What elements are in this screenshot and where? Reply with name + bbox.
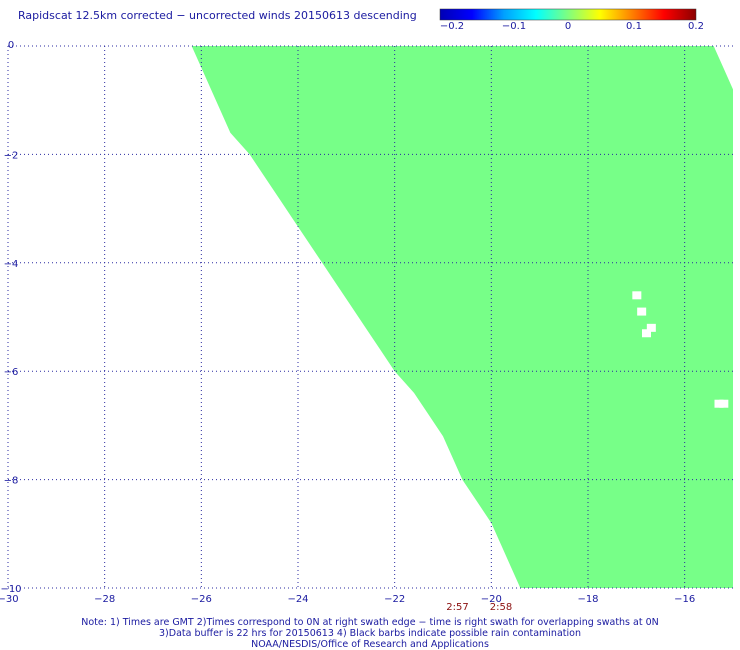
data-gap xyxy=(719,399,729,408)
data-gap xyxy=(637,307,647,316)
lat-tick-label: −8 xyxy=(4,476,19,487)
colorbar-label: 0.2 xyxy=(688,21,704,32)
swath-time-label: 2:58 xyxy=(490,602,512,610)
lon-tick-label: −22 xyxy=(384,594,405,605)
colorbar-label: 0 xyxy=(564,21,572,32)
note-line-1: Note: 1) Times are GMT 2)Times correspon… xyxy=(81,617,659,628)
lon-tick-label: −28 xyxy=(94,594,115,605)
data-gap xyxy=(642,329,651,338)
colorbar-label: −0.2 xyxy=(439,21,465,32)
swath-time-label: 2:57 xyxy=(446,602,468,610)
swath-area xyxy=(191,46,733,588)
lon-tick-label: −24 xyxy=(287,594,308,605)
note-line-3: NOAA/NESDIS/Office of Research and Appli… xyxy=(251,639,489,650)
lat-tick-label: −2 xyxy=(4,150,19,161)
note-line-2: 3)Data buffer is 22 hrs for 20150613 4) … xyxy=(159,628,581,639)
colorbar-label: 0.1 xyxy=(626,21,642,32)
lat-tick-label: −6 xyxy=(4,367,19,378)
wind-difference-map: −30 −28 −26 −24 −22 −20 −18 −16 0 −2 −4 −6 −8 −10 2:57… xyxy=(0,40,733,610)
lat-tick-label: −10 xyxy=(0,584,21,595)
data-gap xyxy=(646,323,656,332)
lon-tick-label: −26 xyxy=(191,594,212,605)
lon-tick-label: −18 xyxy=(577,594,598,605)
colorbar xyxy=(439,8,697,21)
data-gap xyxy=(632,291,642,300)
lon-tick-label: −16 xyxy=(674,594,695,605)
lon-tick-label: −20 xyxy=(481,594,502,605)
lon-tick-label: −30 xyxy=(0,594,19,605)
lat-tick-label: −4 xyxy=(4,259,19,270)
map-title: Rapidscat 12.5km corrected − uncorrected… xyxy=(18,9,417,22)
data-gap xyxy=(714,399,724,408)
lat-tick-label: 0 xyxy=(8,40,14,51)
colorbar-label: −0.1 xyxy=(501,21,527,32)
